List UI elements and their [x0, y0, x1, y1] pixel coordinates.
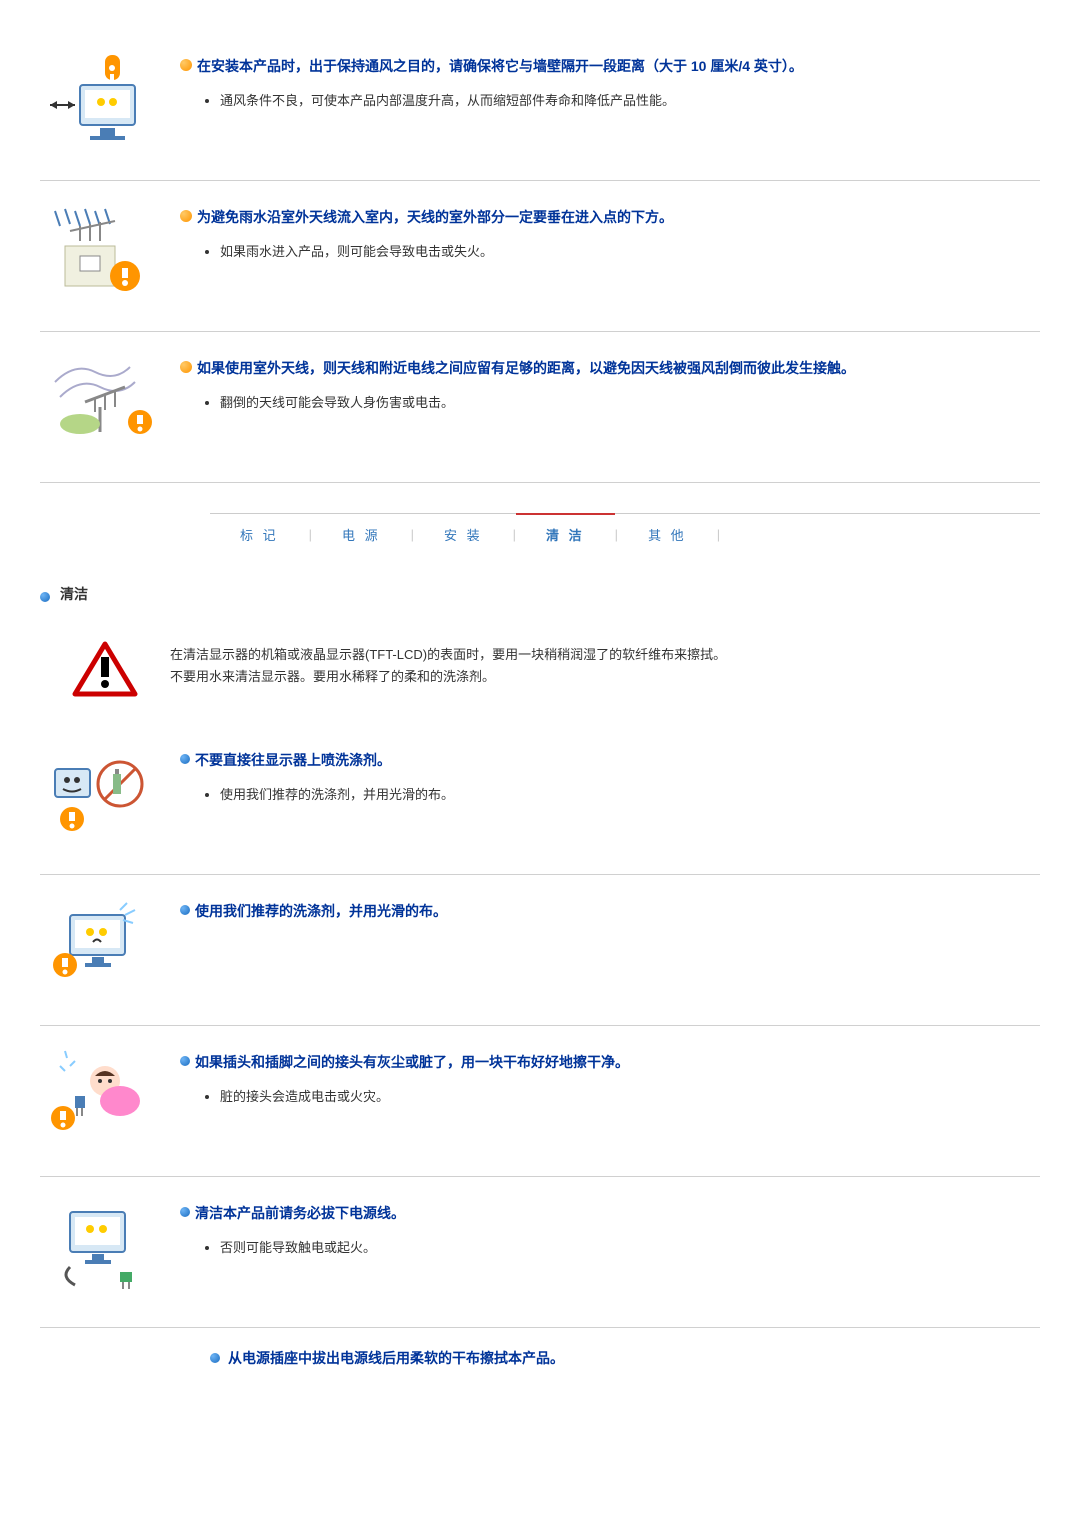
bullet-icon — [180, 905, 190, 915]
plug-clean-icon — [40, 1046, 160, 1146]
cleaning-item-2: 使用我们推荐的洗涤剂，并用光滑的布。 — [40, 875, 1040, 1026]
spray-prohibit-icon — [40, 744, 160, 844]
bullet-icon — [40, 592, 50, 602]
last-item: 从电源插座中拔出电源线后用柔软的干布擦拭本产品。 — [40, 1328, 1040, 1368]
heading: 为避免雨水沿室外天线流入室内，天线的室外部分一定要垂在进入点的下方。 — [180, 206, 1040, 228]
sub-list: 翻倒的天线可能会导致人身伤害或电击。 — [180, 391, 1040, 414]
heading: 清洁本产品前请务必拔下电源线。 — [180, 1202, 1040, 1224]
sub-list: 使用我们推荐的洗涤剂，并用光滑的布。 — [180, 783, 1040, 806]
heading-text: 在安装本产品时，出于保持通风之目的，请确保将它与墙壁隔开一段距离（大于 10 厘… — [197, 55, 803, 77]
tab-cleaning[interactable]: 清 洁 — [516, 513, 615, 554]
sub-list: 脏的接头会造成电击或火灾。 — [180, 1085, 1040, 1108]
sub-text: 通风条件不良，可使本产品内部温度升高，从而缩短部件寿命和降低产品性能。 — [220, 89, 1040, 112]
sub-list: 通风条件不良，可使本产品内部温度升高，从而缩短部件寿命和降低产品性能。 — [180, 89, 1040, 112]
bullet-icon — [180, 1207, 190, 1217]
antenna-rain-icon — [40, 201, 160, 301]
tab-power[interactable]: 电 源 — [312, 513, 411, 554]
monitor-wall-icon — [40, 50, 160, 150]
cleaning-intro: 在清洁显示器的机箱或液晶显示器(TFT-LCD)的表面时，要用一块稍稍润湿了的软… — [40, 624, 1040, 724]
bullet-icon — [180, 1056, 190, 1066]
bullet-icon — [180, 361, 192, 373]
heading-text: 如果使用室外天线，则天线和附近电线之间应留有足够的距离，以避免因天线被强风刮倒而… — [197, 357, 855, 379]
sub-list: 否则可能导致触电或起火。 — [180, 1236, 1040, 1259]
sub-text: 如果雨水进入产品，则可能会导致电击或失火。 — [220, 240, 1040, 263]
content: 如果使用室外天线，则天线和附近电线之间应留有足够的距离，以避免因天线被强风刮倒而… — [180, 352, 1040, 452]
heading: 不要直接往显示器上喷洗涤剂。 — [180, 749, 1040, 771]
cleaning-item-3: 如果插头和插脚之间的接头有灰尘或脏了，用一块干布好好地擦干净。 脏的接头会造成电… — [40, 1026, 1040, 1177]
content: 在安装本产品时，出于保持通风之目的，请确保将它与墙壁隔开一段距离（大于 10 厘… — [180, 50, 1040, 150]
sub-list: 如果雨水进入产品，则可能会导致电击或失火。 — [180, 240, 1040, 263]
heading-text: 如果插头和插脚之间的接头有灰尘或脏了，用一块干布好好地擦干净。 — [195, 1051, 629, 1073]
content: 清洁本产品前请务必拔下电源线。 否则可能导致触电或起火。 — [180, 1197, 1040, 1297]
cloth-clean-icon — [40, 895, 160, 995]
heading-text: 不要直接往显示器上喷洗涤剂。 — [195, 749, 391, 771]
unplug-icon — [40, 1197, 160, 1297]
content: 不要直接往显示器上喷洗涤剂。 使用我们推荐的洗涤剂，并用光滑的布。 — [180, 744, 1040, 844]
heading: 如果插头和插脚之间的接头有灰尘或脏了，用一块干布好好地擦干净。 — [180, 1051, 1040, 1073]
tab-notation[interactable]: 标 记 — [210, 513, 309, 554]
tab-other[interactable]: 其 他 — [618, 513, 717, 554]
antenna-wind-icon — [40, 352, 160, 452]
intro-text: 在清洁显示器的机箱或液晶显示器(TFT-LCD)的表面时，要用一块稍稍润湿了的软… — [170, 639, 726, 688]
warning-triangle-icon — [70, 639, 140, 699]
content: 如果插头和插脚之间的接头有灰尘或脏了，用一块干布好好地擦干净。 脏的接头会造成电… — [180, 1046, 1040, 1146]
sub-text: 否则可能导致触电或起火。 — [220, 1236, 1040, 1259]
tabs: 标 记 | 电 源 | 安 装 | 清 洁 | 其 他 | — [210, 514, 1040, 554]
cleaning-item-4: 清洁本产品前请务必拔下电源线。 否则可能导致触电或起火。 — [40, 1177, 1040, 1328]
last-line-text: 从电源插座中拔出电源线后用柔软的干布擦拭本产品。 — [228, 1348, 564, 1368]
heading: 使用我们推荐的洗涤剂，并用光滑的布。 — [180, 900, 1040, 922]
heading-text: 使用我们推荐的洗涤剂，并用光滑的布。 — [195, 900, 447, 922]
install-item-3: 如果使用室外天线，则天线和附近电线之间应留有足够的距离，以避免因天线被强风刮倒而… — [40, 332, 1040, 483]
heading-text: 为避免雨水沿室外天线流入室内，天线的室外部分一定要垂在进入点的下方。 — [197, 206, 673, 228]
sub-text: 脏的接头会造成电击或火灾。 — [220, 1085, 1040, 1108]
content: 为避免雨水沿室外天线流入室内，天线的室外部分一定要垂在进入点的下方。 如果雨水进… — [180, 201, 1040, 301]
sub-text: 使用我们推荐的洗涤剂，并用光滑的布。 — [220, 783, 1040, 806]
tabs-container: 标 记 | 电 源 | 安 装 | 清 洁 | 其 他 | — [210, 513, 1040, 554]
heading: 在安装本产品时，出于保持通风之目的，请确保将它与墙壁隔开一段距离（大于 10 厘… — [180, 55, 1040, 77]
sub-text: 翻倒的天线可能会导致人身伤害或电击。 — [220, 391, 1040, 414]
tab-separator: | — [717, 527, 720, 542]
bullet-icon — [180, 210, 192, 222]
install-item-1: 在安装本产品时，出于保持通风之目的，请确保将它与墙壁隔开一段距离（大于 10 厘… — [40, 30, 1040, 181]
bullet-icon — [180, 754, 190, 764]
heading: 如果使用室外天线，则天线和附近电线之间应留有足够的距离，以避免因天线被强风刮倒而… — [180, 357, 1040, 379]
install-item-2: 为避免雨水沿室外天线流入室内，天线的室外部分一定要垂在进入点的下方。 如果雨水进… — [40, 181, 1040, 332]
section-title-text: 清洁 — [60, 584, 88, 604]
content: 使用我们推荐的洗涤剂，并用光滑的布。 — [180, 895, 1040, 995]
section-title: 清洁 — [40, 584, 1040, 604]
bullet-icon — [210, 1353, 220, 1363]
cleaning-item-1: 不要直接往显示器上喷洗涤剂。 使用我们推荐的洗涤剂，并用光滑的布。 — [40, 724, 1040, 875]
heading-text: 清洁本产品前请务必拔下电源线。 — [195, 1202, 405, 1224]
tab-install[interactable]: 安 装 — [414, 513, 513, 554]
bullet-icon — [180, 59, 192, 71]
